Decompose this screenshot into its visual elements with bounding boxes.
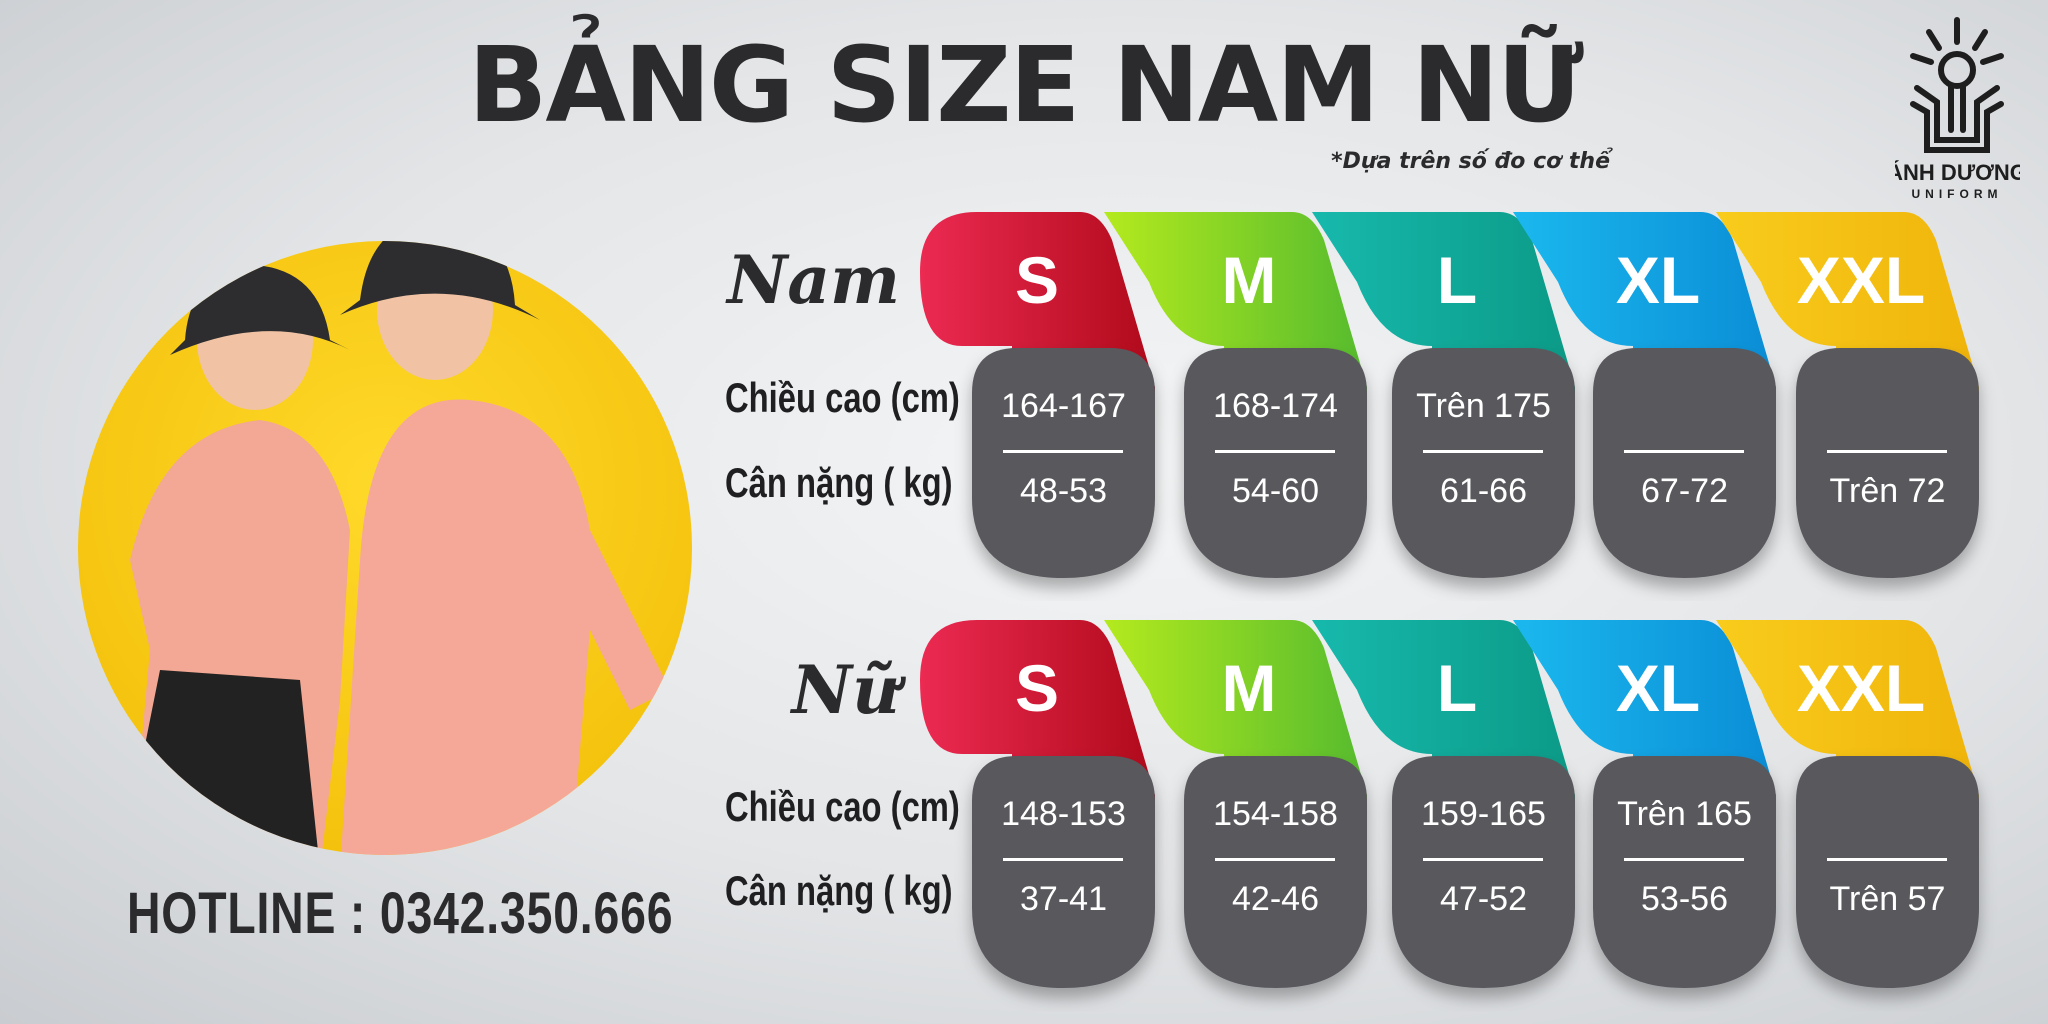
anh-duong-logo: ÁNH DƯƠNG UNIFORM [1895,17,2020,201]
divider-line [1215,450,1335,453]
height-value: Trên 175 [1416,387,1551,425]
page-title: BẢNG SIZE NAM NỮ [468,24,1584,146]
size-label-m: M [1221,243,1277,317]
weight-value: 48-53 [1020,472,1107,510]
size-label-s: S [1014,651,1060,725]
section-label-1: Nữ [791,651,900,729]
weight-value: 37-41 [1020,880,1107,918]
section-label-0: Nam [727,241,900,319]
divider-line [1423,858,1543,861]
size-card-l [1392,348,1575,578]
size-card-xxl [1796,756,1979,988]
weight-value: 61-66 [1440,472,1527,510]
weight-value: 54-60 [1232,472,1319,510]
divider-line [1003,450,1123,453]
weight-value: 67-72 [1641,472,1728,510]
page-subtitle: *Dựa trên số đo cơ thể [1331,149,1610,174]
size-card-s [972,756,1155,988]
divider-line [1003,858,1123,861]
row-label-height: Chiều cao (cm) [725,374,960,421]
logo-tagline: UNIFORM [1912,187,2003,201]
size-label-xxl: XXL [1796,651,1926,725]
size-card-xxl [1796,348,1979,578]
size-card-l [1392,756,1575,988]
size-label-s: S [1014,243,1060,317]
weight-value: 47-52 [1440,880,1527,918]
height-value: 164-167 [1001,387,1126,425]
height-value: Trên 165 [1617,795,1752,833]
size-card-m [1184,348,1367,578]
row-label-weight: Cân nặng ( kg) [725,459,953,506]
height-value: 154-158 [1213,795,1338,833]
weight-value: 53-56 [1641,880,1728,918]
weight-value: Trên 57 [1829,880,1946,918]
divider-line [1827,858,1947,861]
couple-photo [78,241,692,855]
size-card-xl [1593,348,1776,578]
divider-line [1624,858,1744,861]
size-label-xl: XL [1615,243,1701,317]
row-label-height: Chiều cao (cm) [725,783,960,830]
size-label-m: M [1221,651,1277,725]
size-card-xl [1593,756,1776,988]
divider-line [1827,450,1947,453]
size-label-l: L [1436,243,1478,317]
divider-line [1423,450,1543,453]
size-label-l: L [1436,651,1478,725]
height-value: 148-153 [1001,795,1126,833]
weight-value: Trên 72 [1829,472,1946,510]
hotline-text: HOTLINE : 0342.350.666 [127,881,674,946]
size-label-xxl: XXL [1796,243,1926,317]
weight-value: 42-46 [1232,880,1319,918]
size-label-xl: XL [1615,651,1701,725]
divider-line [1624,450,1744,453]
row-label-weight: Cân nặng ( kg) [725,867,953,914]
size-card-s [972,348,1155,578]
height-value: 168-174 [1213,387,1338,425]
size-card-m [1184,756,1367,988]
height-value: 159-165 [1421,795,1546,833]
divider-line [1215,858,1335,861]
logo-name: ÁNH DƯƠNG [1895,160,2020,185]
